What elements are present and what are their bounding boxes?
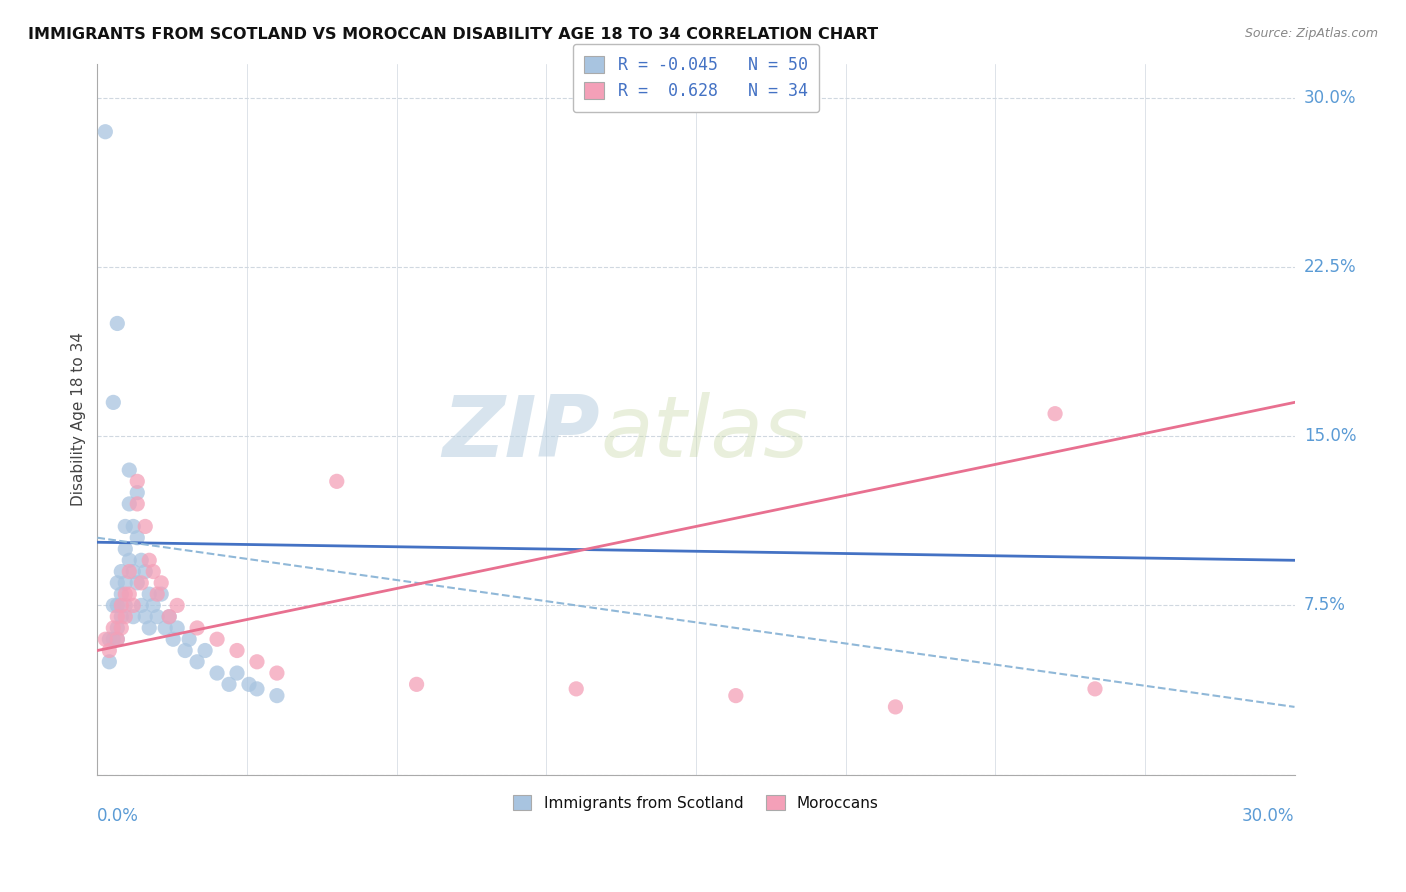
Point <box>94 632 117 647</box>
Point <box>98 655 121 669</box>
Point <box>186 655 208 669</box>
Point <box>122 599 145 613</box>
Text: ZIP: ZIP <box>443 392 600 475</box>
Text: 0.0%: 0.0% <box>97 806 139 824</box>
Text: 30.0%: 30.0% <box>1305 89 1357 107</box>
Point <box>118 565 141 579</box>
Text: Source: ZipAtlas.com: Source: ZipAtlas.com <box>1244 27 1378 40</box>
Point <box>103 395 125 409</box>
Point <box>1043 407 1066 421</box>
Point <box>134 565 156 579</box>
Point <box>122 519 145 533</box>
Point <box>724 689 747 703</box>
Point <box>110 609 132 624</box>
Point <box>105 621 128 635</box>
Point <box>127 575 149 590</box>
Point <box>105 575 128 590</box>
Point <box>153 621 176 635</box>
Point <box>226 643 249 657</box>
Point <box>138 587 160 601</box>
Point <box>118 497 141 511</box>
Point <box>105 632 128 647</box>
Point <box>127 531 149 545</box>
Point <box>114 587 136 601</box>
Point <box>122 609 145 624</box>
Point <box>326 475 349 489</box>
Point <box>226 666 249 681</box>
Point <box>110 599 132 613</box>
Point <box>114 519 136 533</box>
Point <box>884 699 907 714</box>
Point <box>122 565 145 579</box>
Point <box>118 587 141 601</box>
Point <box>194 643 217 657</box>
Point <box>565 681 588 696</box>
Y-axis label: Disability Age 18 to 34: Disability Age 18 to 34 <box>72 333 86 507</box>
Point <box>166 621 188 635</box>
Point <box>142 599 165 613</box>
Text: IMMIGRANTS FROM SCOTLAND VS MOROCCAN DISABILITY AGE 18 TO 34 CORRELATION CHART: IMMIGRANTS FROM SCOTLAND VS MOROCCAN DIS… <box>28 27 879 42</box>
Point <box>405 677 427 691</box>
Point <box>129 575 152 590</box>
Point <box>205 632 228 647</box>
Point <box>103 621 125 635</box>
Point <box>129 599 152 613</box>
Point <box>146 587 169 601</box>
Point <box>114 575 136 590</box>
Text: 15.0%: 15.0% <box>1305 427 1357 445</box>
Point <box>174 643 197 657</box>
Point <box>266 689 288 703</box>
Point <box>142 565 165 579</box>
Point <box>138 553 160 567</box>
Text: 7.5%: 7.5% <box>1305 597 1346 615</box>
Point <box>266 666 288 681</box>
Point <box>127 497 149 511</box>
Point <box>110 587 132 601</box>
Point <box>246 681 269 696</box>
Point <box>157 609 180 624</box>
Point <box>1084 681 1107 696</box>
Point <box>186 621 208 635</box>
Point <box>150 587 173 601</box>
Point <box>98 632 121 647</box>
Point <box>103 599 125 613</box>
Point <box>134 519 156 533</box>
Point <box>105 632 128 647</box>
Point <box>157 609 180 624</box>
Point <box>105 317 128 331</box>
Point <box>114 599 136 613</box>
Point <box>246 655 269 669</box>
Point <box>238 677 260 691</box>
Point <box>94 125 117 139</box>
Point <box>105 609 128 624</box>
Legend: Immigrants from Scotland, Moroccans: Immigrants from Scotland, Moroccans <box>508 789 884 817</box>
Point <box>129 553 152 567</box>
Point <box>127 475 149 489</box>
Point <box>134 609 156 624</box>
Point <box>98 643 121 657</box>
Point <box>218 677 240 691</box>
Point <box>114 609 136 624</box>
Point <box>114 541 136 556</box>
Point <box>118 463 141 477</box>
Point <box>150 575 173 590</box>
Text: 30.0%: 30.0% <box>1241 806 1295 824</box>
Point <box>179 632 201 647</box>
Point <box>166 599 188 613</box>
Point <box>118 553 141 567</box>
Point <box>138 621 160 635</box>
Point <box>127 485 149 500</box>
Point <box>105 599 128 613</box>
Text: atlas: atlas <box>600 392 808 475</box>
Point <box>205 666 228 681</box>
Point <box>162 632 184 647</box>
Point <box>103 632 125 647</box>
Point <box>110 621 132 635</box>
Text: 22.5%: 22.5% <box>1305 258 1357 276</box>
Point <box>110 565 132 579</box>
Point <box>146 609 169 624</box>
